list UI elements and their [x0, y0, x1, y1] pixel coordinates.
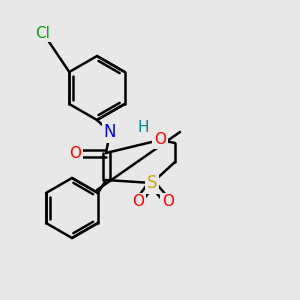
Text: N: N — [104, 123, 116, 141]
Text: H: H — [137, 121, 149, 136]
Text: Cl: Cl — [36, 26, 50, 40]
Text: O: O — [69, 146, 81, 160]
Text: O: O — [154, 133, 166, 148]
Text: O: O — [162, 194, 174, 209]
Text: S: S — [147, 174, 157, 192]
Text: O: O — [132, 194, 144, 209]
